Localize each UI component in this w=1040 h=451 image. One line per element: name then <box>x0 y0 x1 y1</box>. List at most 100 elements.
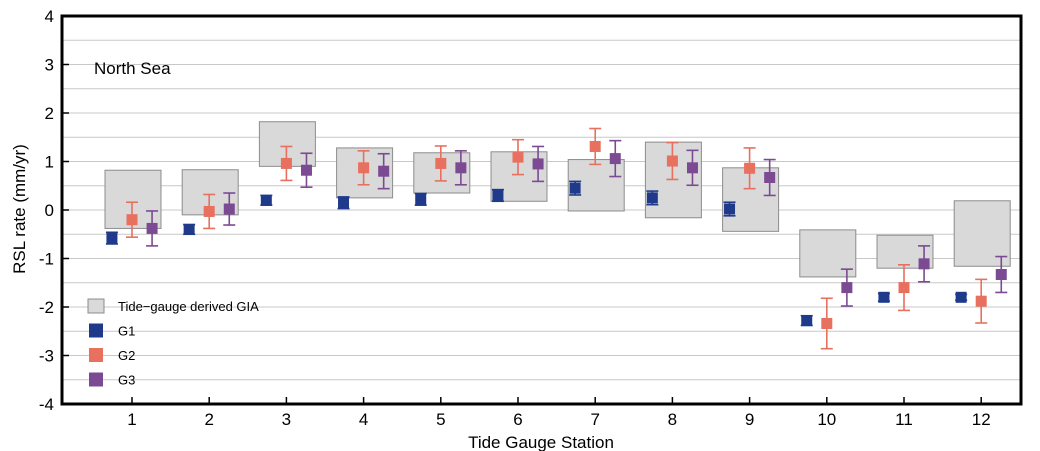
legend-item: G3 <box>89 372 135 388</box>
marker <box>512 151 524 163</box>
series-g2-point <box>280 145 293 182</box>
series-g3-point <box>223 192 236 226</box>
series-g3-point <box>918 245 931 283</box>
legend-item: G2 <box>89 348 135 363</box>
x-tick-layer: 1 2 3 4 5 6 7 8 9 10 11 12 <box>127 397 991 429</box>
marker <box>744 162 756 174</box>
x-tick-label: 7 <box>590 410 599 429</box>
gia-range-box <box>953 200 1011 267</box>
marker <box>203 205 215 217</box>
series-g1-point <box>183 223 196 236</box>
marker <box>358 162 370 174</box>
x-tick-label: 12 <box>972 410 991 429</box>
legend-item: Tide−gauge derived GIA <box>87 298 259 314</box>
marker <box>435 157 447 169</box>
series-g1-point <box>569 180 582 196</box>
marker <box>338 197 350 209</box>
series-g3-point <box>300 152 313 189</box>
y-axis-title: RSL rate (mm/yr) <box>10 144 29 274</box>
marker <box>300 164 312 176</box>
series-g1-point <box>260 194 273 206</box>
marker <box>878 291 890 303</box>
gia-layer <box>104 121 1011 278</box>
x-tick-label: 8 <box>668 410 677 429</box>
series-g2-point <box>126 201 138 238</box>
series-g2-point <box>820 297 833 350</box>
y-tick-label: 1 <box>45 153 54 172</box>
x-tick-label: 4 <box>359 410 368 429</box>
region-annotation: North Sea <box>94 59 171 78</box>
marker <box>841 282 853 294</box>
marker <box>609 153 621 165</box>
legend-label: G2 <box>118 348 135 363</box>
series-g1-point <box>955 291 968 303</box>
x-tick-label: 10 <box>817 410 836 429</box>
marker <box>223 203 235 215</box>
grid-layer <box>62 39 1021 381</box>
marker <box>260 194 272 206</box>
series-g1-point <box>800 314 813 327</box>
marker <box>995 269 1007 281</box>
y-tick-label: 4 <box>45 7 54 26</box>
marker <box>821 317 833 329</box>
marker <box>975 295 987 307</box>
y-tick-layer: -4 -3 -2 -1 0 1 2 3 4 <box>39 7 69 414</box>
series-g2-point <box>975 278 988 324</box>
x-tick-label: 6 <box>513 410 522 429</box>
legend-label: G1 <box>118 324 135 339</box>
marker <box>801 315 813 327</box>
series-g1-point <box>337 196 350 210</box>
x-tick-label: 3 <box>282 410 291 429</box>
marker <box>589 140 601 152</box>
marker <box>378 165 390 177</box>
series-g3-point <box>995 255 1008 294</box>
series-g1-point <box>105 231 118 245</box>
marker <box>666 155 678 167</box>
y-tick-label: 3 <box>45 56 54 75</box>
legend-swatch <box>87 298 105 314</box>
series-g2-point <box>203 193 216 230</box>
series-g2-point <box>666 141 679 181</box>
x-tick-label: 1 <box>127 410 136 429</box>
series-g1-point <box>491 188 504 203</box>
legend-swatch <box>89 348 103 362</box>
marker <box>569 182 581 194</box>
marker <box>183 223 195 235</box>
marker <box>532 158 544 170</box>
marker <box>280 157 292 169</box>
marker <box>724 203 736 215</box>
legend-swatch <box>89 323 103 338</box>
series-layer <box>105 127 1008 350</box>
series-g3-point <box>686 149 699 187</box>
series-g2-point <box>743 147 756 190</box>
y-tick-label: 2 <box>45 104 54 123</box>
legend-label: Tide−gauge derived GIA <box>118 299 259 314</box>
marker <box>126 214 138 226</box>
legend-label: G3 <box>118 373 135 388</box>
series-g3-point <box>840 268 853 307</box>
series-g3-point <box>532 145 545 183</box>
y-tick-label: -4 <box>39 395 54 414</box>
marker <box>146 222 158 234</box>
marker <box>955 291 967 303</box>
marker <box>764 172 776 184</box>
series-g1-point <box>723 201 736 217</box>
series-g2-point <box>512 138 524 176</box>
marker <box>492 189 504 201</box>
legend-swatch <box>89 372 103 387</box>
series-g1-point <box>646 190 659 206</box>
x-tick-label: 9 <box>745 410 754 429</box>
marker <box>646 192 658 204</box>
marker <box>918 258 930 270</box>
series-g2-point <box>898 264 910 312</box>
legend: Tide−gauge derived GIA G1 G2 G3 <box>87 298 259 388</box>
y-tick-label: 0 <box>45 201 54 220</box>
series-g2-point <box>589 127 602 166</box>
y-tick-label: -3 <box>39 347 54 366</box>
x-tick-label: 5 <box>436 410 445 429</box>
marker <box>106 232 118 244</box>
legend-item: G1 <box>89 323 135 339</box>
x-tick-label: 11 <box>895 410 913 429</box>
x-tick-label: 2 <box>204 410 213 429</box>
